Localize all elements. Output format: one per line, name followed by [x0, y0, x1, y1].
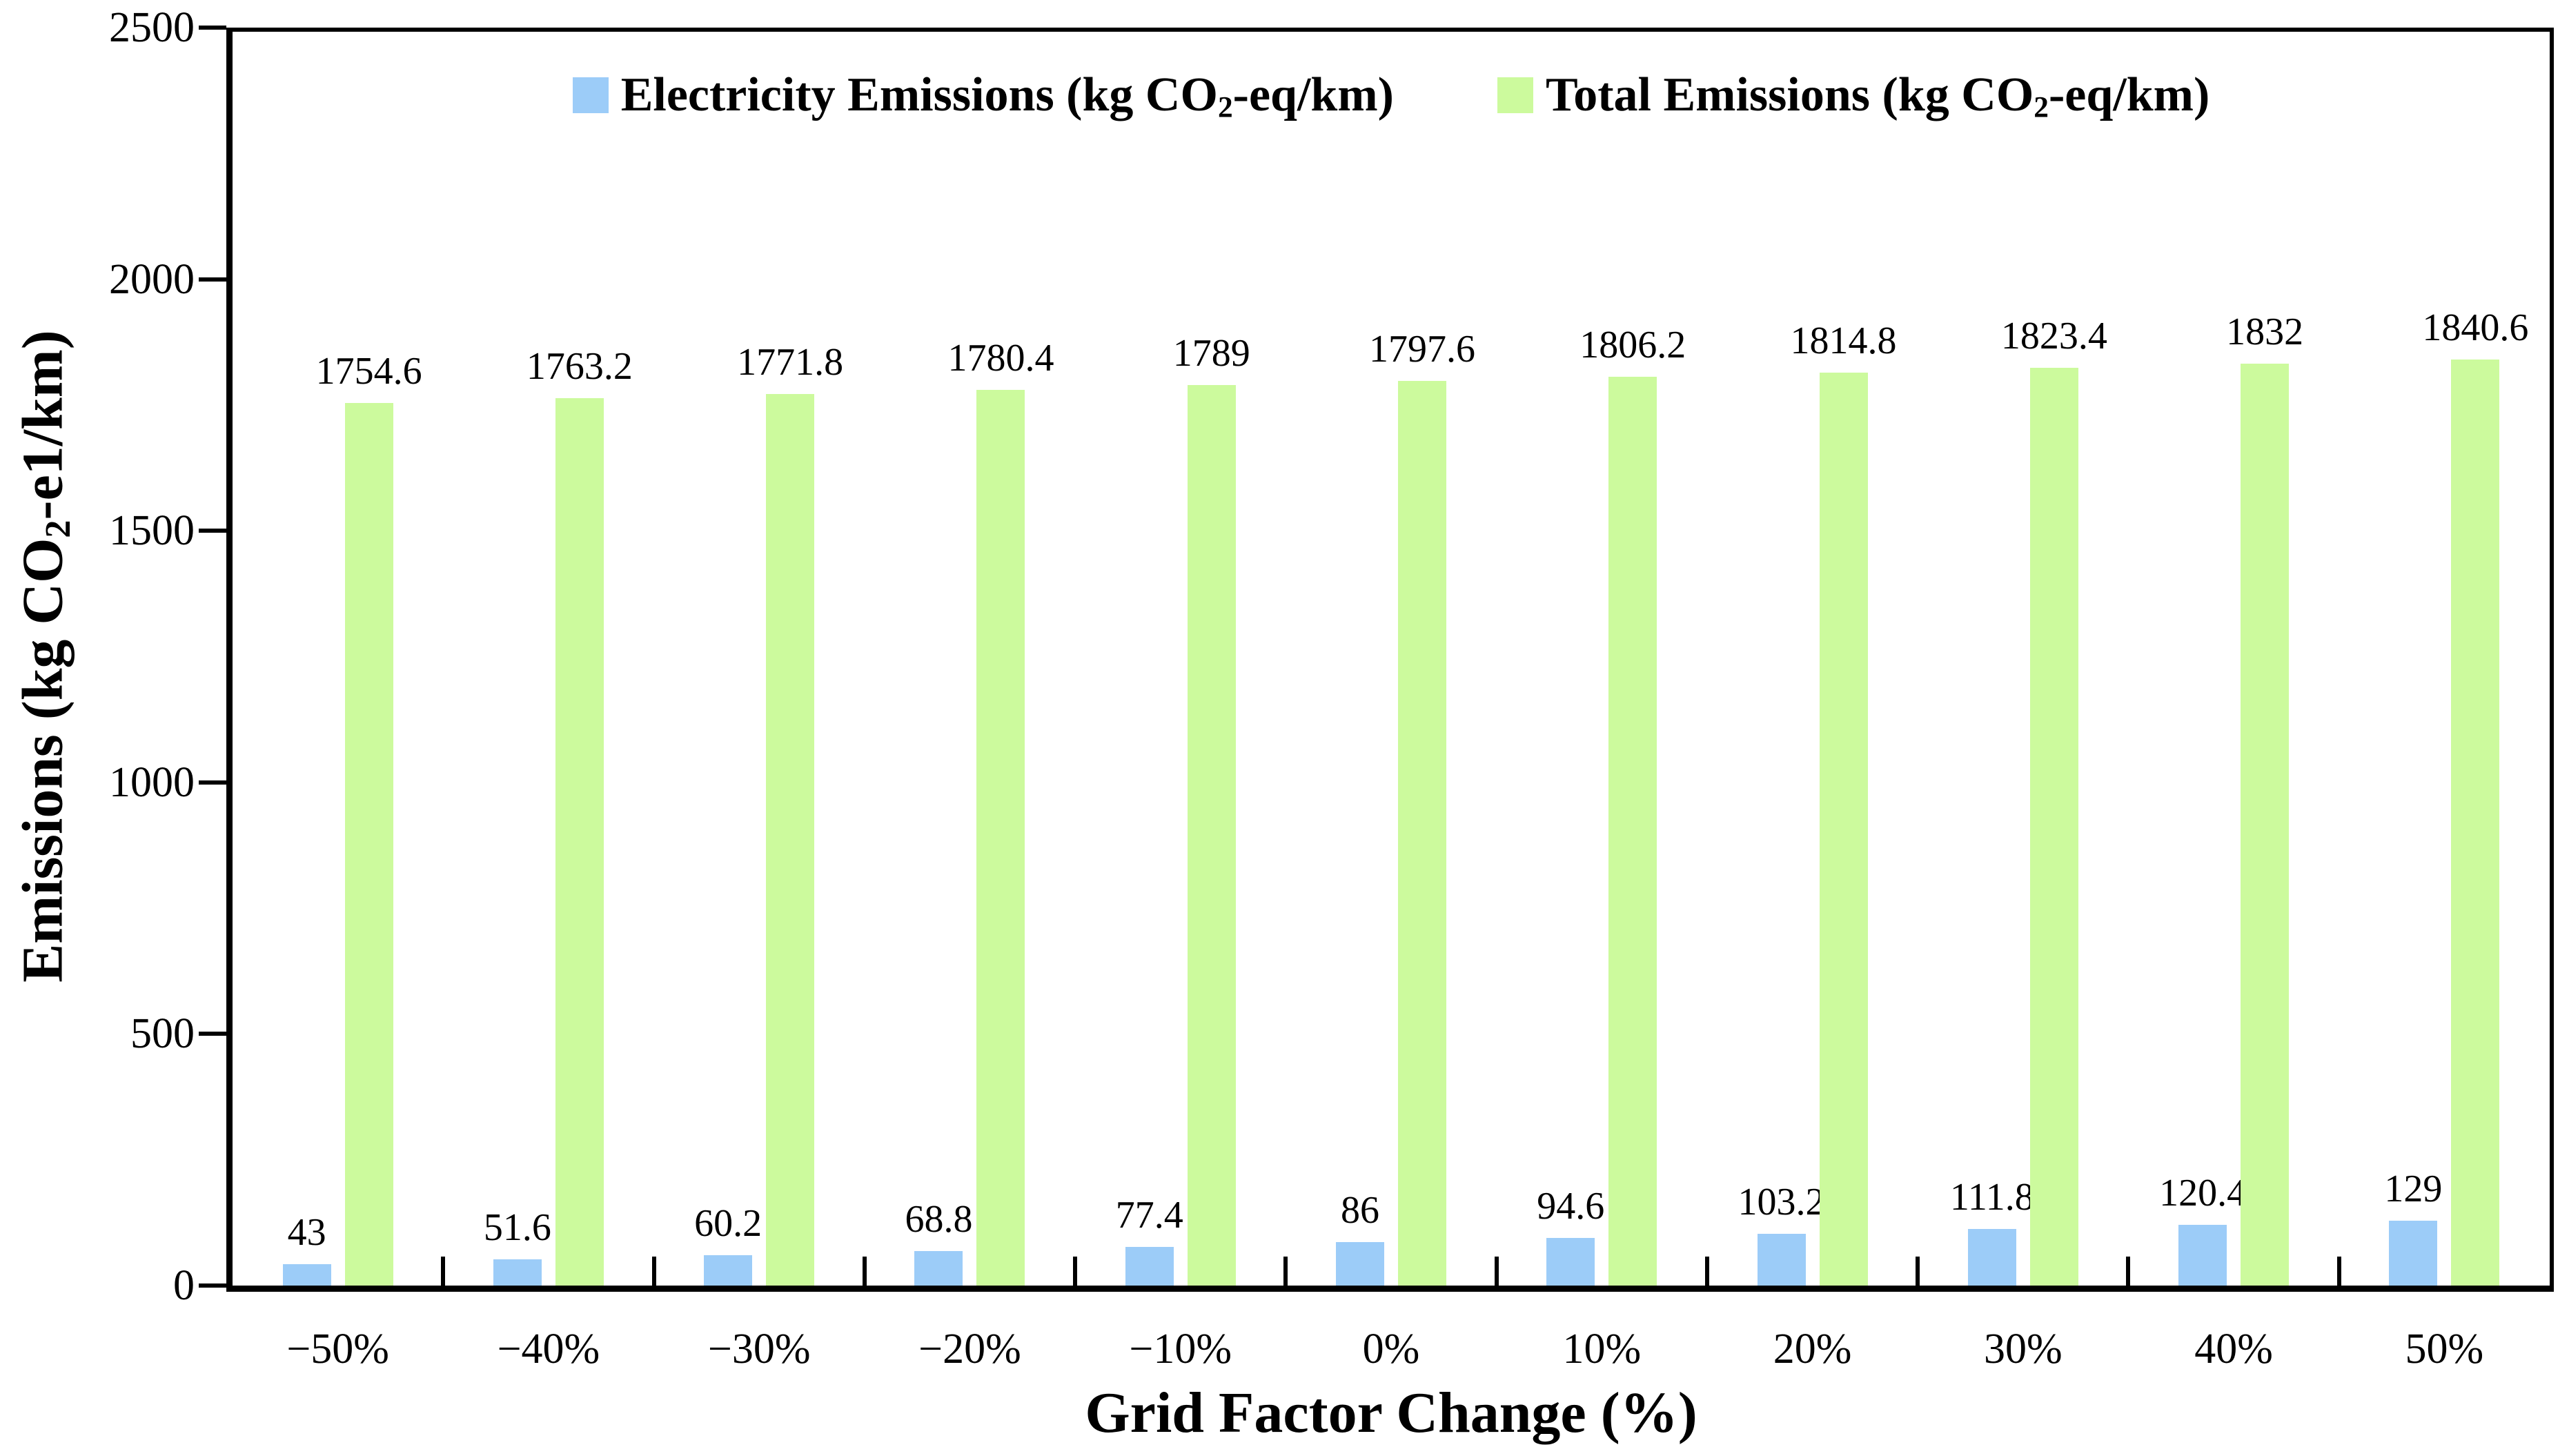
bar-label-electricity: 103.2	[1738, 1180, 1825, 1223]
bar-total	[976, 389, 1025, 1286]
legend: Electricity Emissions (kg CO2-eq/km) Tot…	[233, 68, 2550, 124]
bar-electricity	[1757, 1233, 1806, 1286]
bar-label-electricity: 43	[287, 1210, 326, 1254]
y-axis-tick	[199, 26, 226, 30]
x-axis-tick	[1494, 1257, 1499, 1286]
x-axis-tick-label: −40%	[497, 1326, 600, 1373]
bar-total	[1819, 372, 1868, 1286]
y-axis-tick-label: 2000	[109, 255, 195, 303]
bar-electricity	[2178, 1225, 2227, 1286]
x-axis-tick	[441, 1257, 446, 1286]
bar-total	[344, 402, 393, 1286]
bar-total	[1398, 381, 1446, 1286]
plot-frame-right	[2550, 28, 2554, 1292]
x-axis-title: Grid Factor Change (%)	[1085, 1381, 1697, 1445]
bar-electricity	[1546, 1238, 1595, 1286]
bar-electricity	[914, 1250, 963, 1286]
bar-electricity	[1125, 1246, 1174, 1286]
bar-label-electricity: 77.4	[1115, 1193, 1183, 1237]
bar-label-electricity: 129	[2384, 1167, 2443, 1210]
legend-swatch-electricity	[572, 77, 609, 113]
bar-electricity	[282, 1263, 331, 1286]
bar-label-total: 1780.4	[947, 336, 1054, 380]
bar-label-total: 1763.2	[526, 345, 633, 388]
x-axis-line	[226, 1286, 2554, 1292]
bar-label-electricity: 120.4	[2159, 1172, 2247, 1215]
bar-total	[1608, 376, 1657, 1286]
y-axis-tick	[199, 277, 226, 282]
bar-label-electricity: 111.8	[1949, 1176, 2034, 1219]
x-axis-tick	[1283, 1257, 1288, 1286]
legend-item-electricity: Electricity Emissions (kg CO2-eq/km)	[572, 68, 1394, 124]
bar-label-electricity: 60.2	[694, 1202, 762, 1246]
bar-label-electricity: 68.8	[905, 1197, 973, 1241]
y-axis-tick-label: 1500	[109, 507, 195, 555]
bar-label-total: 1789	[1172, 332, 1250, 375]
bar-label-electricity: 86	[1341, 1189, 1379, 1232]
y-axis-line	[226, 28, 233, 1292]
plot-area: 43 1754.6 51.6 1763.2 60.2 1771.8 68.8 1780.4 77…	[226, 28, 2554, 1292]
x-axis-tick-label: −20%	[918, 1326, 1021, 1373]
bar-label-total: 1823.4	[2000, 315, 2107, 358]
bar-label-total: 1814.8	[1790, 319, 1897, 362]
bar-label-total: 1806.2	[1579, 323, 1686, 366]
x-axis-tick	[2126, 1257, 2131, 1286]
x-axis-tick-label: 20%	[1773, 1326, 1852, 1373]
x-axis-tick	[1073, 1257, 1078, 1286]
y-axis-tick	[199, 1032, 226, 1036]
bar-label-electricity: 94.6	[1537, 1185, 1605, 1228]
bar-label-total: 1832	[2226, 311, 2304, 354]
x-axis-tick-label: 40%	[2194, 1326, 2273, 1373]
bar-label-total: 1840.6	[2422, 306, 2529, 349]
bar-electricity	[2389, 1220, 2438, 1286]
x-axis-tick	[2336, 1257, 2341, 1286]
bar-label-total: 1797.6	[1369, 328, 1475, 371]
bar-label-total: 1771.8	[737, 341, 844, 384]
x-axis-tick-label: 50%	[2405, 1326, 2484, 1373]
x-axis-tick	[862, 1257, 867, 1286]
y-axis-tick	[199, 1283, 226, 1288]
x-axis-tick-label: 10%	[1562, 1326, 1642, 1373]
bar-total	[766, 394, 815, 1286]
x-axis-tick-label: 30%	[1983, 1326, 2063, 1373]
x-axis-tick	[1704, 1257, 1709, 1286]
bar-total	[2451, 359, 2500, 1286]
legend-label-electricity: Electricity Emissions (kg CO2-eq/km)	[620, 68, 1394, 124]
y-axis-tick-label: 1000	[109, 758, 195, 806]
x-axis-tick	[1916, 1257, 1920, 1286]
bar-total	[2029, 368, 2078, 1286]
legend-swatch-total	[1497, 77, 1533, 113]
x-axis-tick-label: −10%	[1129, 1326, 1232, 1373]
bar-electricity	[704, 1255, 753, 1286]
y-axis-tick-label: 500	[130, 1010, 195, 1058]
bar-total	[2241, 364, 2290, 1286]
y-axis-tick-label: 2500	[109, 4, 195, 51]
x-axis-tick-label: −30%	[707, 1326, 811, 1373]
bar-electricity	[1336, 1242, 1384, 1286]
y-axis-tick-label: 0	[173, 1262, 195, 1309]
bar-total	[1187, 385, 1236, 1286]
y-axis-tick	[199, 780, 226, 785]
y-axis-tick	[199, 529, 226, 533]
legend-item-total: Total Emissions (kg CO2-eq/km)	[1497, 68, 2210, 124]
bar-electricity	[493, 1259, 542, 1286]
bar-electricity	[1967, 1229, 2016, 1286]
bar-label-total: 1754.6	[315, 349, 422, 393]
y-axis-title: Emissions (kg CO2-e1/km)	[10, 330, 78, 983]
plot-frame-top	[226, 28, 2554, 32]
x-axis-tick	[651, 1257, 656, 1286]
bar-total	[555, 398, 604, 1286]
x-axis-tick-label: −50%	[286, 1326, 389, 1373]
x-axis-tick-label: 0%	[1362, 1326, 1420, 1373]
bar-label-electricity: 51.6	[483, 1206, 551, 1250]
legend-label-total: Total Emissions (kg CO2-eq/km)	[1545, 68, 2210, 124]
